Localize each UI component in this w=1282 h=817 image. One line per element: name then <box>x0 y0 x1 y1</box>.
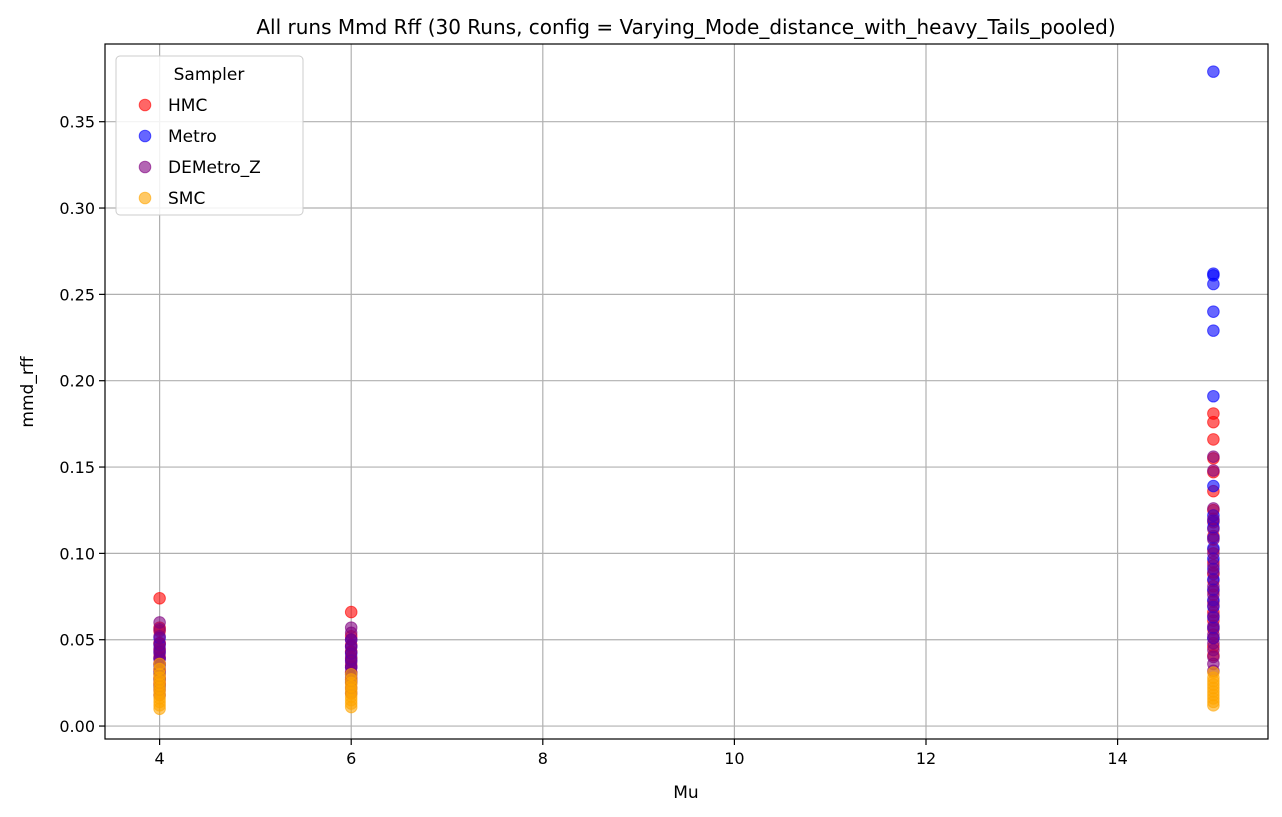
x-tick-label: 4 <box>155 749 165 768</box>
data-point <box>1207 598 1220 612</box>
legend-label: SMC <box>168 189 205 209</box>
y-axis-ticks: 0.00 0.05 0.10 0.15 0.20 0.25 0.30 0.35 <box>59 113 105 736</box>
data-point <box>153 702 166 716</box>
y-tick-label: 0.00 <box>59 717 95 736</box>
data-point <box>1207 533 1220 546</box>
legend-box <box>115 55 304 216</box>
y-tick-label: 0.20 <box>59 372 95 391</box>
y-tick-label: 0.35 <box>59 113 95 132</box>
x-axis-ticks: 4 6 8 10 12 14 <box>155 739 1128 768</box>
data-point <box>1207 699 1220 712</box>
x-tick-label: 8 <box>538 749 548 768</box>
grid-lines <box>105 44 1268 739</box>
data-point <box>1207 479 1220 493</box>
data-point <box>1207 415 1220 429</box>
x-tick-label: 6 <box>346 749 356 768</box>
data-point <box>1207 433 1220 446</box>
legend-label: Metro <box>168 127 217 147</box>
legend-marker <box>138 98 152 112</box>
chart-title: All runs Mmd Rff (30 Runs, config = Vary… <box>256 15 1115 39</box>
legend: Sampler HMC Metro DEMetro_Z SMC <box>115 55 304 216</box>
data-point <box>1207 588 1220 602</box>
x-axis-label: Mu <box>673 783 698 803</box>
x-tick-label: 14 <box>1107 749 1127 768</box>
data-point <box>1207 464 1220 477</box>
data-point <box>344 700 358 714</box>
legend-entries: HMC Metro DEMetro_Z SMC <box>138 96 261 209</box>
plot-area-frame <box>104 43 1269 740</box>
data-point <box>1207 324 1220 337</box>
y-tick-label: 0.05 <box>59 631 95 650</box>
data-point <box>1207 502 1220 515</box>
legend-label: HMC <box>168 96 207 116</box>
y-tick-label: 0.30 <box>59 199 95 218</box>
y-axis-label: mmd_rff <box>18 355 38 427</box>
data-point <box>1207 277 1220 291</box>
data-point <box>1207 512 1220 526</box>
data-point <box>1207 522 1220 536</box>
legend-marker <box>138 160 152 174</box>
legend-label: DEMetro_Z <box>168 158 261 178</box>
y-tick-label: 0.25 <box>59 285 95 304</box>
data-points <box>153 65 1220 716</box>
x-tick-label: 12 <box>916 749 936 768</box>
legend-marker <box>138 191 152 205</box>
data-point <box>153 591 166 605</box>
data-point <box>1207 450 1220 463</box>
legend-title: Sampler <box>174 65 245 85</box>
y-tick-label: 0.10 <box>59 544 95 563</box>
legend-marker <box>138 129 152 143</box>
data-point <box>1207 566 1220 579</box>
data-point <box>1207 389 1220 403</box>
data-point <box>1207 65 1220 78</box>
series-smc <box>153 657 1220 716</box>
x-tick-label: 10 <box>724 749 744 768</box>
data-point <box>1207 547 1220 560</box>
data-point <box>1207 609 1220 622</box>
y-tick-label: 0.15 <box>59 458 95 477</box>
data-point <box>344 605 358 619</box>
data-point <box>1207 305 1220 318</box>
